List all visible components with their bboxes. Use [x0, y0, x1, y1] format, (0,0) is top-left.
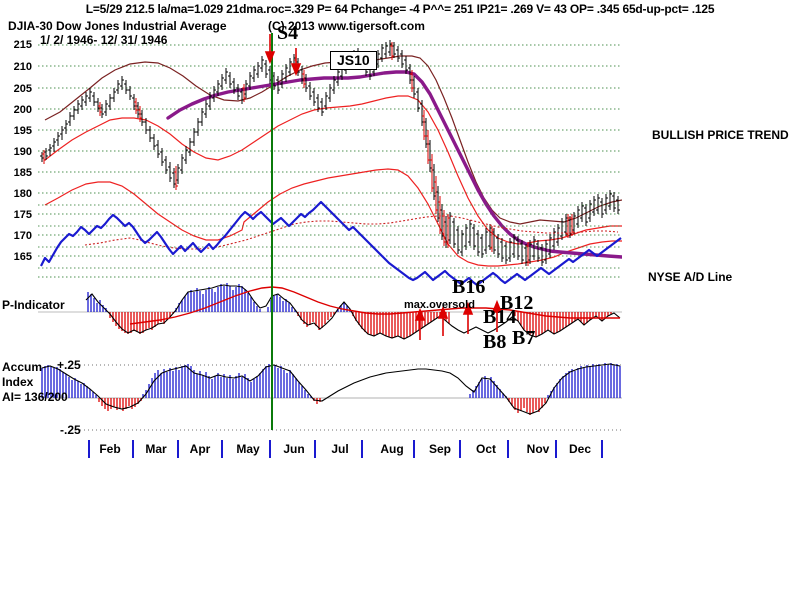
y-axis-tick-label: 195: [13, 125, 32, 137]
y-axis-tick-label: 200: [13, 104, 32, 116]
y-axis-tick-label: 210: [13, 61, 32, 73]
nyse-ad-line: [40, 200, 622, 287]
y-axis-tick-label: 170: [13, 230, 32, 242]
accum-index-label-2: Index: [2, 375, 34, 389]
month-label-may: May: [236, 442, 260, 456]
month-label-oct: Oct: [475, 442, 496, 456]
month-label-feb: Feb: [99, 442, 121, 456]
p-indicator-envelope: [85, 284, 621, 340]
ohlc-bars: [40, 40, 620, 266]
p-indicator-histogram: [87, 283, 612, 339]
month-label-dec: Dec: [568, 442, 591, 456]
max-oversold-label: max.oversold: [404, 299, 475, 311]
buy-signal-arrows: [414, 299, 503, 340]
accum-index-histogram: [41, 363, 621, 415]
y-axis-tick-label: 165: [13, 251, 32, 263]
y-axis-tick-label: 205: [13, 83, 32, 95]
buy-signal-label-b16: B16: [452, 276, 486, 298]
symbol-title: DJIA-30 Dow Jones Industrial Average: [8, 19, 227, 33]
js10-signal-box: JS10: [330, 51, 377, 70]
date-range-label: 1/ 2/ 1946- 12/ 31/ 1946: [40, 33, 168, 47]
month-label-jul: Jul: [331, 442, 349, 456]
buy-signal-label-b12: B12: [500, 292, 534, 314]
copyright-label: (C) 2013 www.tigersoft.com: [268, 19, 425, 33]
month-label-aug: Aug: [380, 442, 404, 456]
nyse-ad-line-label: NYSE A/D Line: [648, 270, 733, 284]
y-axis-tick-label: 190: [13, 146, 32, 158]
accum-index-ma: [41, 363, 621, 415]
buy-signal-label-b8: B8: [483, 331, 507, 353]
month-label-nov: Nov: [526, 442, 550, 456]
accum-top-scale-label: +.25: [57, 358, 81, 372]
ma21-line: [166, 70, 622, 259]
y-axis-tick-label: 180: [13, 188, 32, 200]
month-label-apr: Apr: [189, 442, 211, 456]
month-label-mar: Mar: [145, 442, 167, 456]
bullish-trend-label: BULLISH PRICE TREND: [652, 128, 789, 142]
ad-line-ma: [84, 215, 619, 250]
sell-signal-arrows: [264, 34, 302, 77]
stats-header-line: L=5/29 212.5 la/ma=1.029 21dma.roc=.329 …: [85, 2, 715, 16]
month-tickmarks: [88, 440, 603, 458]
month-label-sep: Sep: [428, 442, 451, 456]
y-axis-tick-label: 175: [13, 209, 32, 221]
y-axis-tick-label: 185: [13, 167, 32, 179]
buy-signal-label-b7: B7: [512, 327, 536, 349]
y-axis-tick-label: 215: [13, 39, 32, 51]
month-label-jun: Jun: [283, 442, 305, 456]
ad-line-gridlines: [38, 204, 622, 269]
p-indicator-label: P-Indicator: [2, 298, 65, 312]
accum-index-value: AI= 136/200: [2, 390, 68, 404]
accum-bottom-scale-label: -.25: [60, 423, 81, 437]
buy-signal-label-b14: B14: [483, 306, 517, 328]
accum-index-label-1: Accum: [2, 360, 43, 374]
sell-signal-label-s4: S4: [277, 22, 299, 44]
